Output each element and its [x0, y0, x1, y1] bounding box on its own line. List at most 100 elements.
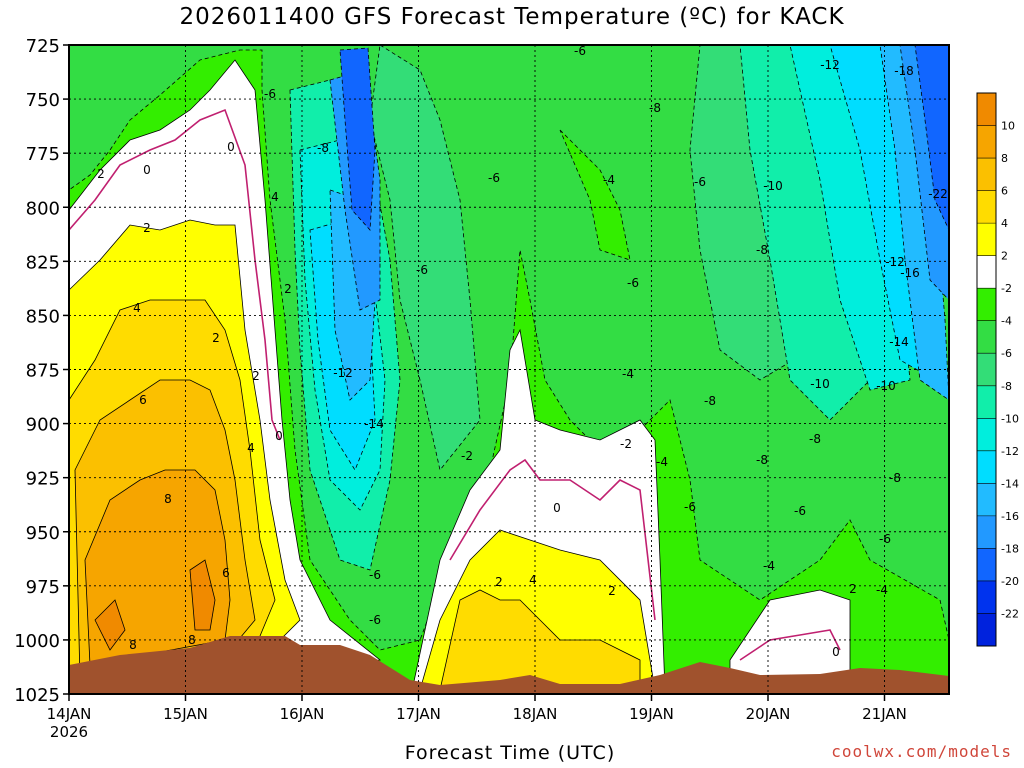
contour-label-47: -10: [763, 179, 783, 193]
contour-label-23: -2: [620, 437, 632, 451]
colorbar-swatch-9: [977, 385, 996, 419]
y-tick-725: 725: [26, 36, 60, 57]
contour-label-53: -14: [364, 417, 384, 431]
colorbar-swatch-6: [977, 288, 996, 322]
contour-label-5: 2: [97, 167, 105, 181]
y-tick-750: 750: [26, 90, 60, 111]
zero-degree-contour-3: [739, 629, 841, 661]
colorbar-tick-6: 6: [1001, 185, 1008, 198]
contour-label-55: -16: [900, 266, 920, 280]
x-tick-20JAN: 20JAN: [746, 705, 791, 723]
colorbar-swatch-16: [977, 613, 996, 647]
y-tick-975: 975: [26, 577, 60, 598]
colorbar-swatch-5: [977, 255, 996, 289]
contour-label-33: -6: [627, 276, 639, 290]
contour-label-6: 2: [143, 221, 151, 235]
contour-label-39: -6: [369, 568, 381, 582]
contour-label-40: -8: [317, 141, 329, 155]
colorbar-swatch-13: [977, 515, 996, 549]
contour-label-54: -14: [889, 335, 909, 349]
contour-label-14: 4: [247, 441, 255, 455]
contour-label-20: 8: [129, 638, 137, 652]
colorbar-tick--16: -16: [1001, 510, 1019, 523]
contour-label-21: 8: [188, 633, 196, 647]
contour-label-19: 8: [164, 492, 172, 506]
colorbar-tick--8: -8: [1001, 380, 1012, 393]
colorbar-tick-2: 2: [1001, 250, 1008, 263]
colorbar-tick--22: -22: [1001, 607, 1019, 620]
contour-label-15: 4: [529, 573, 537, 587]
contour-label-7: 2: [212, 331, 220, 345]
contour-label-18: 6: [222, 566, 230, 580]
contour-label-49: -10: [876, 379, 896, 393]
y-tick-950: 950: [26, 523, 60, 544]
temperature-band-2: [369, 45, 481, 471]
temperature-band-1: [559, 129, 631, 261]
contour-label-32: -6: [416, 263, 428, 277]
contour-label-25: -4: [622, 367, 634, 381]
contour-label-51: -12: [333, 366, 353, 380]
colorbar-swatch-2: [977, 158, 996, 192]
y-tick-875: 875: [26, 361, 60, 382]
terrain: [69, 636, 949, 694]
contour-label-48: -10: [810, 377, 830, 391]
contour-label-43: -8: [756, 243, 768, 257]
colorbar-tick-10: 10: [1001, 120, 1015, 133]
colorbar-swatch-11: [977, 450, 996, 484]
colorbar-swatch-4: [977, 223, 996, 257]
y-tick-900: 900: [26, 415, 60, 436]
y-axis: 725 750 775 800 825 850 875 900 925 950 975 1000 102…: [14, 36, 69, 706]
y-tick-800: 800: [26, 198, 60, 219]
x-axis: 14JAN 15JAN 16JAN 17JAN 18JAN 19JAN 20JAN 21JAN…: [47, 694, 907, 741]
contour-label-38: -6: [369, 613, 381, 627]
x-tick-19JAN: 19JAN: [629, 705, 674, 723]
contour-label-35: -6: [684, 500, 696, 514]
colorbar-swatch-1: [977, 125, 996, 159]
x-axis-label: Forecast Time (UTC): [404, 742, 616, 764]
y-tick-925: 925: [26, 469, 60, 490]
contour-label-45: -8: [809, 432, 821, 446]
credit-link[interactable]: coolwx.com/models: [831, 742, 1012, 761]
contour-label-9: 2: [284, 282, 292, 296]
colorbar-tick--2: -2: [1001, 282, 1012, 295]
colorbar-tick--6: -6: [1001, 347, 1012, 360]
colorbar-swatch-14: [977, 548, 996, 582]
contour-label-0: 0: [143, 163, 151, 177]
contour-label-46: -8: [889, 471, 901, 485]
colorbar-tick--18: -18: [1001, 542, 1019, 555]
colorbar-tick--20: -20: [1001, 575, 1019, 588]
colorbar-swatch-3: [977, 190, 996, 224]
temperature-band-15: [914, 45, 949, 231]
contour-labels: 0 0 0 0 0 2 2 2 2 2 2 2 2 4 4 4 4 6 6 8 8 8 -2 -2 -4 -4 -4 -4 -4 -6 -6…: [97, 44, 948, 659]
colorbar-swatch-7: [977, 320, 996, 354]
contour-label-56: -18: [894, 64, 914, 78]
colorbar-swatch-12: [977, 483, 996, 517]
temperature-band-26: [189, 559, 216, 631]
contour-label-4: 0: [832, 645, 840, 659]
contour-label-12: 2: [849, 582, 857, 596]
contour-label-30: -6: [264, 87, 276, 101]
zero-degree-contour-2: [449, 458, 656, 621]
contour-label-29: -6: [574, 44, 586, 58]
colorbar-tick--12: -12: [1001, 445, 1019, 458]
colorbar-swatch-15: [977, 580, 996, 614]
x-tick-21JAN: 21JAN: [862, 705, 907, 723]
contour-label-8: 2: [252, 369, 260, 383]
contour-label-57: -22: [928, 187, 948, 201]
contour-label-10: 2: [495, 575, 503, 589]
y-tick-775: 775: [26, 144, 60, 165]
x-tick-15JAN: 15JAN: [163, 705, 208, 723]
contour-label-1: 0: [227, 140, 235, 154]
contour-label-37: -6: [879, 532, 891, 546]
contour-label-16: 4: [271, 190, 279, 204]
contour-label-52: -12: [885, 255, 905, 269]
contour-label-2: 0: [275, 429, 283, 443]
colorbar-tick--10: -10: [1001, 412, 1019, 425]
contour-label-22: -2: [461, 449, 473, 463]
colorbar-frame: [976, 92, 997, 647]
x-tick-14JAN: 14JAN: [47, 705, 92, 723]
contour-label-36: -6: [794, 504, 806, 518]
contour-label-27: -4: [763, 559, 775, 573]
contour-label-13: 4: [133, 301, 141, 315]
